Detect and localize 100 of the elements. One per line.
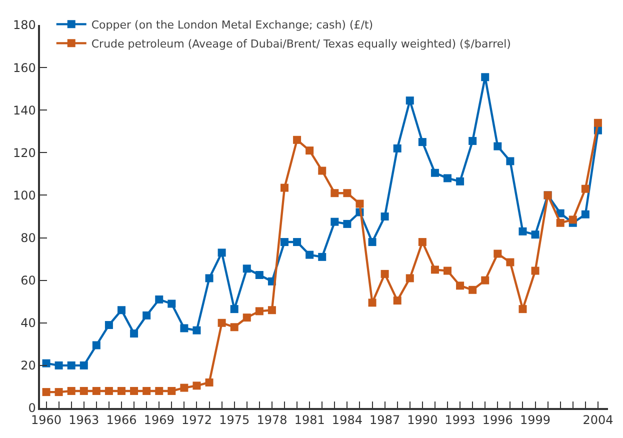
y-tick-label: 180 <box>12 18 36 32</box>
point <box>92 386 100 395</box>
point <box>54 361 63 370</box>
point <box>80 361 88 370</box>
y-tick-label: 40 <box>20 316 36 330</box>
point <box>406 274 414 282</box>
x-tick-label: 1990 <box>407 413 438 428</box>
point <box>330 189 339 198</box>
point <box>518 227 527 236</box>
y-tick-label: 0 <box>28 401 36 416</box>
point <box>180 384 188 392</box>
point <box>242 264 251 273</box>
point <box>230 323 238 332</box>
legend-label: Crude petroleum (Aveage of Dubai/Brent/ Texas equally weighted) ($/barrel) <box>91 37 511 50</box>
point <box>531 230 540 239</box>
point <box>481 276 490 284</box>
point <box>494 142 502 150</box>
point <box>155 386 164 395</box>
x-tick-label: 1960 <box>30 413 62 428</box>
point <box>318 166 326 175</box>
point <box>92 341 100 350</box>
point <box>293 238 302 246</box>
point <box>205 378 214 386</box>
point <box>142 311 151 320</box>
point <box>418 138 426 146</box>
x-tick-label: 1996 <box>482 413 513 428</box>
point <box>168 300 176 308</box>
point <box>406 96 414 105</box>
point <box>130 386 138 395</box>
point <box>67 386 76 395</box>
point <box>456 177 464 186</box>
point <box>518 305 527 314</box>
x-tick-label: 1984 <box>332 413 362 428</box>
x-tick-label: 1978 <box>256 413 288 428</box>
point <box>393 144 402 152</box>
y-tick-label: 80 <box>20 230 36 245</box>
point <box>54 388 63 396</box>
point <box>280 184 288 192</box>
x-tick-label: 1981 <box>294 413 325 428</box>
point <box>293 136 302 144</box>
y-tick-label: 100 <box>12 188 36 202</box>
x-tick-label: 1966 <box>106 413 137 428</box>
point <box>280 238 288 246</box>
point <box>205 274 214 282</box>
point <box>444 266 452 275</box>
point <box>218 248 226 257</box>
point <box>430 266 439 274</box>
point <box>192 326 201 334</box>
point <box>556 218 564 227</box>
point <box>581 210 590 218</box>
y-tick-label: 120 <box>12 146 36 160</box>
point <box>581 184 590 193</box>
point <box>594 118 602 127</box>
point <box>130 330 138 338</box>
point <box>218 318 226 327</box>
point <box>468 286 477 294</box>
point <box>568 216 577 224</box>
x-tick-label: 1987 <box>370 413 400 428</box>
point <box>42 359 50 368</box>
point <box>468 136 477 145</box>
point <box>118 386 126 395</box>
x-tick-label: 2004 <box>582 413 614 428</box>
point <box>393 296 402 305</box>
point <box>142 386 151 395</box>
point <box>330 218 339 226</box>
point <box>343 189 352 198</box>
point <box>343 220 352 228</box>
point <box>306 250 314 259</box>
point <box>104 386 113 395</box>
point <box>168 386 176 395</box>
point <box>368 298 376 307</box>
point <box>531 266 540 275</box>
point <box>306 146 314 155</box>
point <box>380 212 389 220</box>
point <box>356 200 364 208</box>
y-tick-label: 160 <box>12 60 36 75</box>
point <box>318 252 326 261</box>
point <box>80 386 88 395</box>
point <box>180 324 188 332</box>
point <box>268 306 276 314</box>
y-tick-label: 20 <box>20 358 36 373</box>
point <box>67 361 76 370</box>
point <box>192 382 201 390</box>
point <box>255 307 264 316</box>
point <box>494 250 502 258</box>
point <box>155 295 164 304</box>
point <box>444 174 452 182</box>
point <box>506 258 514 266</box>
x-tick-label: 1975 <box>219 413 250 428</box>
point <box>380 270 389 278</box>
x-tick-label: 1969 <box>144 413 174 428</box>
point <box>242 314 251 322</box>
y-tick-label: 140 <box>12 103 36 118</box>
point <box>506 157 514 166</box>
x-tick-label: 1999 <box>520 413 551 428</box>
point <box>230 305 238 314</box>
point <box>104 321 113 330</box>
point <box>430 168 439 177</box>
point <box>118 306 126 314</box>
point <box>42 388 50 396</box>
